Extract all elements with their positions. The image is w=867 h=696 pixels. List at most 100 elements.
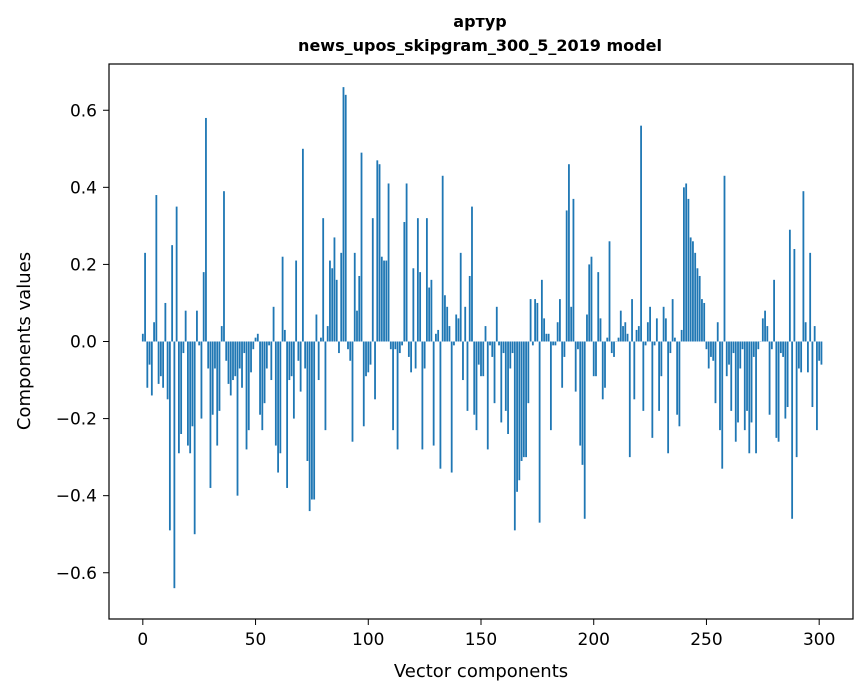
bar: [202, 272, 205, 342]
bar: [412, 268, 415, 342]
bar: [468, 275, 471, 342]
bar: [619, 310, 622, 342]
bar: [477, 341, 480, 365]
bar: [734, 341, 737, 442]
bar: [572, 198, 575, 342]
bar: [301, 148, 304, 342]
bar: [671, 299, 674, 342]
bar: [482, 341, 485, 377]
bar: [581, 341, 584, 465]
bar: [710, 341, 712, 357]
bar: [428, 287, 431, 342]
bar: [173, 341, 176, 589]
bar: [549, 341, 552, 431]
bar: [455, 314, 458, 342]
bar: [577, 341, 579, 350]
bar: [168, 341, 171, 531]
bar: [748, 341, 751, 454]
bar: [216, 341, 219, 446]
bar: [223, 191, 225, 342]
bar: [196, 310, 198, 342]
bar: [531, 341, 534, 346]
bar: [624, 322, 627, 342]
bar: [685, 183, 688, 342]
bar: [347, 341, 349, 350]
bar: [311, 341, 313, 500]
bar: [574, 341, 577, 392]
bar: [304, 341, 307, 369]
bar: [268, 341, 270, 346]
bar: [766, 326, 769, 342]
bar: [757, 341, 760, 350]
bar: [793, 249, 796, 342]
bar: [696, 268, 699, 342]
bar: [646, 322, 649, 342]
bar: [513, 341, 516, 531]
bar: [187, 341, 189, 446]
bar: [540, 279, 543, 342]
bar: [432, 341, 435, 446]
bar: [534, 299, 537, 342]
bar: [313, 341, 316, 500]
bar: [299, 341, 302, 392]
bar: [617, 337, 620, 342]
bar: [247, 341, 250, 431]
bar: [511, 341, 514, 354]
bar: [383, 260, 385, 342]
bar: [655, 318, 658, 342]
bar: [471, 206, 473, 342]
bar: [229, 341, 232, 396]
bar: [732, 341, 735, 354]
bar: [522, 341, 525, 458]
bar: [606, 337, 609, 342]
bar: [768, 341, 771, 415]
bar: [423, 341, 426, 369]
bar: [281, 256, 284, 342]
bar: [234, 341, 237, 377]
bar: [784, 341, 787, 419]
bar: [509, 341, 512, 369]
y-tick-label: 0.6: [70, 101, 97, 121]
bar: [563, 341, 566, 357]
bar: [543, 318, 546, 342]
bar: [502, 341, 505, 354]
bar: [376, 160, 379, 342]
bar: [728, 341, 730, 365]
bar: [703, 302, 706, 342]
x-tick-label: 0: [137, 630, 148, 650]
bar: [371, 218, 374, 342]
bar: [475, 341, 478, 431]
bar: [633, 341, 636, 400]
bar: [586, 314, 588, 342]
y-tick-label: 0.0: [70, 333, 97, 353]
bar: [200, 341, 203, 419]
bar: [297, 341, 300, 361]
bar: [448, 326, 451, 342]
bar: [351, 341, 354, 442]
bar: [500, 341, 503, 423]
bar: [288, 341, 291, 381]
bar: [164, 302, 167, 342]
bar: [360, 152, 363, 342]
bar: [701, 299, 703, 342]
bar: [356, 310, 358, 342]
bar: [144, 252, 146, 342]
bar: [764, 310, 766, 342]
bar: [405, 183, 408, 342]
bar: [326, 326, 329, 342]
bar: [773, 279, 775, 342]
bar: [782, 341, 785, 357]
bar: [444, 295, 446, 342]
bar: [644, 341, 647, 346]
bar: [683, 187, 685, 342]
bar: [261, 341, 264, 431]
bar: [211, 341, 214, 415]
bar: [349, 341, 352, 361]
bar: [457, 318, 460, 342]
bar: [250, 341, 252, 373]
bar: [252, 341, 255, 350]
bar: [292, 341, 295, 419]
bar: [737, 341, 739, 423]
bar: [283, 329, 286, 342]
